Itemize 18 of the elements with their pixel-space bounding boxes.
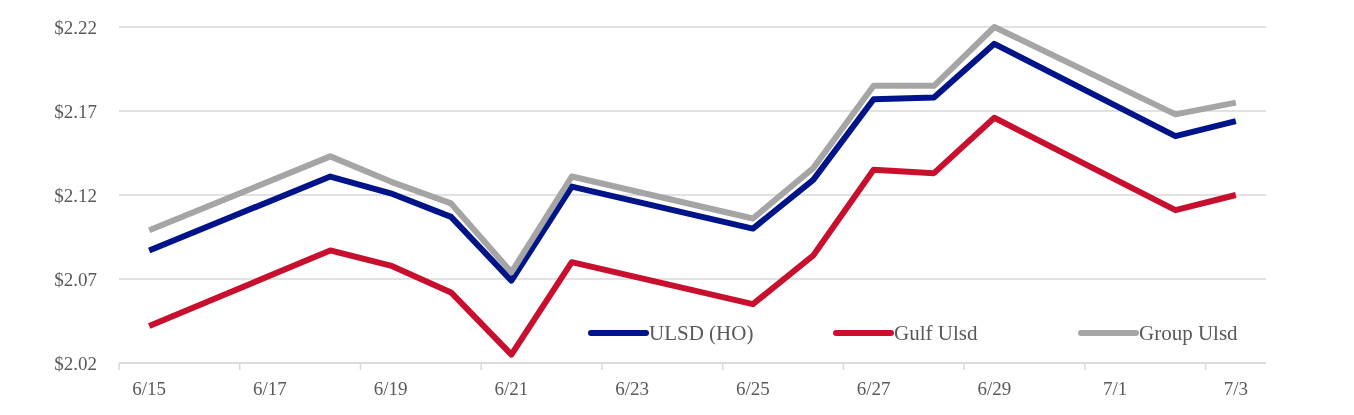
x-tick-label: 6/23 (615, 378, 650, 399)
x-tick-label: 7/3 (1223, 378, 1248, 399)
x-tick-label: 7/1 (1102, 378, 1128, 399)
x-tick-label: 6/29 (977, 378, 1012, 399)
y-tick-label: $2.07 (54, 268, 97, 290)
x-tick-label: 6/21 (494, 378, 529, 399)
x-tick-label: 6/27 (856, 378, 891, 399)
x-tick-label: 6/17 (253, 378, 287, 399)
x-tick-label: 6/19 (373, 378, 408, 399)
x-tick-label: 6/25 (735, 378, 770, 399)
y-tick-label: $2.22 (54, 16, 97, 38)
y-tick-label: $2.17 (54, 100, 97, 122)
legend-label: Gulf Ulsd (894, 321, 978, 346)
legend-label: Group Ulsd (1139, 321, 1239, 346)
y-tick-label: $2.12 (54, 184, 97, 206)
legend-label: ULSD (HO) (649, 321, 754, 346)
y-tick-label: $2.02 (54, 352, 97, 374)
x-tick-label: 6/15 (132, 378, 167, 399)
